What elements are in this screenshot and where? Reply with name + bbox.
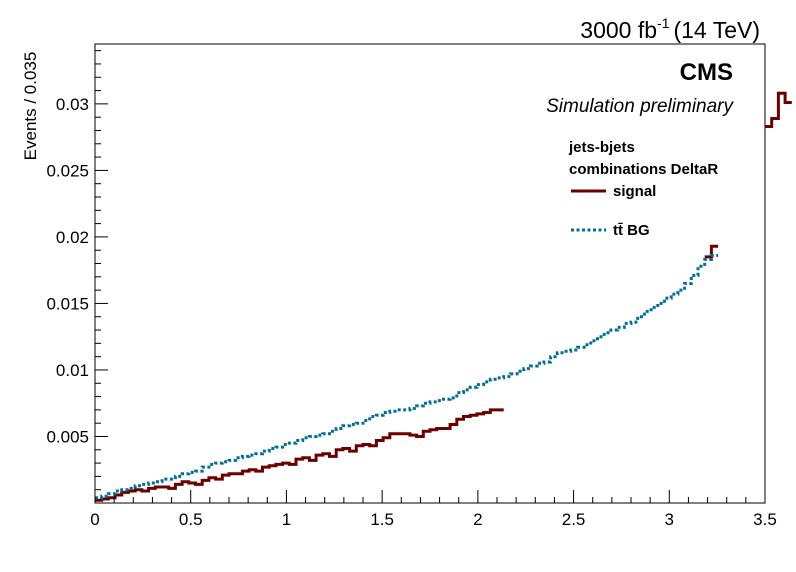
y-tick-label: 0.03 xyxy=(56,95,89,114)
luminosity-prefix: 3000 fb xyxy=(580,17,657,43)
y-tick-label: 0.01 xyxy=(56,361,89,380)
legend-entry-background: tt̄ BG xyxy=(613,222,650,239)
legend: jets-bjets combinations DeltaR signal tt… xyxy=(568,139,718,239)
legend-title-line1: jets-bjets xyxy=(568,139,635,156)
status-label: Simulation preliminary xyxy=(546,96,734,117)
x-tick-label: 3.5 xyxy=(753,510,777,529)
luminosity-label: 3000 fb-1 (14 TeV) xyxy=(580,15,760,43)
luminosity-suffix: (14 TeV) xyxy=(673,17,760,43)
y-tick-label: 0.02 xyxy=(56,228,89,247)
legend-entry-signal: signal xyxy=(613,183,656,200)
y-tick-label: 0.025 xyxy=(46,161,89,180)
y-tick-label: 0.015 xyxy=(46,294,89,313)
legend-title-line2: combinations DeltaR xyxy=(569,161,718,178)
series-layer xyxy=(95,91,792,502)
luminosity-exponent: -1 xyxy=(657,15,670,31)
axis-layer: 0 0.5 1 1.5 2 2.5 3 3.5 0.005 0.01 0.015 0.02 0.025 0… xyxy=(46,50,777,529)
plot-frame xyxy=(94,43,766,504)
x-tick-label: 0 xyxy=(90,510,99,529)
x-tick-label: 1 xyxy=(282,510,291,529)
series-background xyxy=(95,254,719,500)
y-axis-title: Events / 0.035 xyxy=(21,52,40,161)
x-tick-label: 2.5 xyxy=(562,510,586,529)
x-tick-label: 2 xyxy=(473,510,482,529)
x-tick-label: 1.5 xyxy=(370,510,394,529)
y-tick-label: 0.005 xyxy=(46,427,89,446)
experiment-label: CMS xyxy=(680,59,733,86)
series-signal xyxy=(95,91,792,502)
x-tick-label: 3 xyxy=(665,510,674,529)
x-tick-label: 0.5 xyxy=(179,510,203,529)
